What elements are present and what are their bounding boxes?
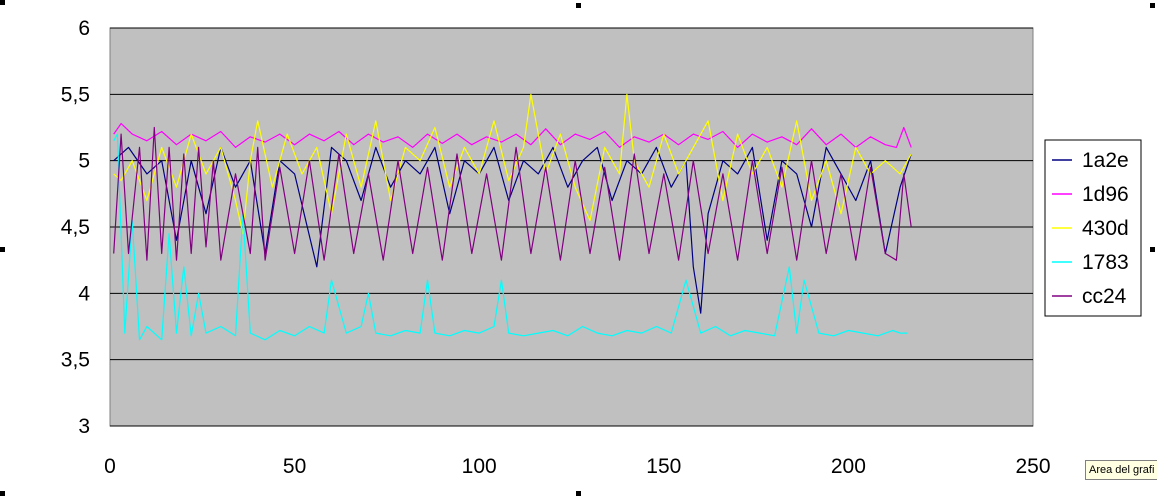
selection-handle-bottom-left[interactable] xyxy=(0,491,5,496)
series-lines xyxy=(113,93,912,341)
selection-handle-top-right[interactable] xyxy=(1150,3,1155,8)
x-tick-label: 50 xyxy=(283,455,306,478)
x-axis-ticks: 0 50 100 150 200 250 xyxy=(104,455,1050,478)
selection-handle-top-center[interactable] xyxy=(576,3,581,8)
y-tick-label: 3,5 xyxy=(61,349,90,372)
chart-area-tooltip: Area del grafi xyxy=(1085,460,1157,480)
y-tick-label: 5 xyxy=(78,150,90,173)
y-tick-label: 4,5 xyxy=(61,216,90,239)
gridlines xyxy=(110,27,1033,427)
series-line-cc24[interactable] xyxy=(113,126,912,261)
selection-handle-middle-left[interactable] xyxy=(0,247,5,252)
y-tick-label: 4 xyxy=(78,282,90,305)
x-tick-label: 150 xyxy=(646,455,681,478)
legend-label-cc24: cc24 xyxy=(1082,285,1127,308)
selection-handle-top-left[interactable] xyxy=(0,0,5,5)
series-line-1a2e[interactable] xyxy=(113,146,912,314)
x-tick-label: 100 xyxy=(462,455,497,478)
y-tick-label: 3 xyxy=(78,415,90,438)
series-line-430d[interactable] xyxy=(113,93,912,235)
legend[interactable]: 1a2e 1d96 430d 1783 cc24 xyxy=(1044,139,1142,317)
y-tick-label: 5,5 xyxy=(61,83,90,106)
x-tick-label: 0 xyxy=(104,455,116,478)
selection-handle-middle-right[interactable] xyxy=(1150,247,1155,252)
legend-label-1a2e: 1a2e xyxy=(1082,149,1129,172)
x-tick-label: 250 xyxy=(1015,455,1050,478)
y-axis-ticks: 3 3,5 4 4,5 5 5,5 6 xyxy=(61,17,91,438)
selection-handle-bottom-center[interactable] xyxy=(576,491,581,496)
legend-label-1d96: 1d96 xyxy=(1082,183,1129,206)
x-tick-label: 200 xyxy=(831,455,866,478)
legend-label-430d: 430d xyxy=(1082,217,1129,240)
series-line-1783[interactable] xyxy=(113,133,908,341)
legend-label-1783: 1783 xyxy=(1082,251,1129,274)
y-tick-label: 6 xyxy=(78,17,90,40)
